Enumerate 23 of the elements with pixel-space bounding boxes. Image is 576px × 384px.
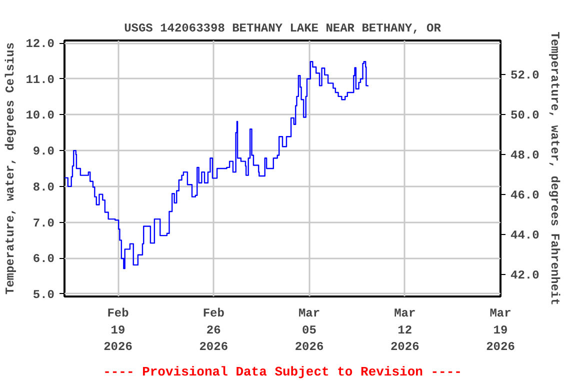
y-tick-label: 12.0 [26,37,55,52]
y2-tick-label: 52.0 [510,68,540,82]
x-tick-label: Feb 19 2026 [104,306,132,354]
y-tick-label: 7.0 [32,216,55,230]
y-axis-title: Temperature, water, degrees Celsius [4,42,18,295]
y2-tick-label: 44.0 [510,228,540,242]
chart-title: USGS 142063398 BETHANY LAKE NEAR BETHANY, OR [124,22,442,36]
y2-tick-label: 42.0 [510,268,540,282]
y-tick-label: 11.0 [26,72,55,87]
y2-tick-label: 48.0 [510,148,540,162]
y2-tick-label: 46.0 [510,188,540,202]
y-tick-label: 8.0 [32,180,55,194]
x-tick-label: Mar 05 2026 [294,306,324,354]
y2-tick-label: 50.0 [510,108,540,122]
x-tick-label: Mar 12 2026 [390,306,420,354]
x-tick-label: Mar 19 2026 [486,306,515,354]
y-tick-label: 10.0 [26,108,55,123]
y-tick-label: 5.0 [32,288,55,302]
y2-axis-title: Temperature, water, degrees Fahrenheit [547,32,562,306]
y-tick-label: 6.0 [32,252,55,266]
x-tick-label: Feb 26 2026 [199,306,228,354]
text: ---- Provisional Data Subject to Revision ---- [103,364,462,380]
y-tick-label: 9.0 [32,144,55,159]
